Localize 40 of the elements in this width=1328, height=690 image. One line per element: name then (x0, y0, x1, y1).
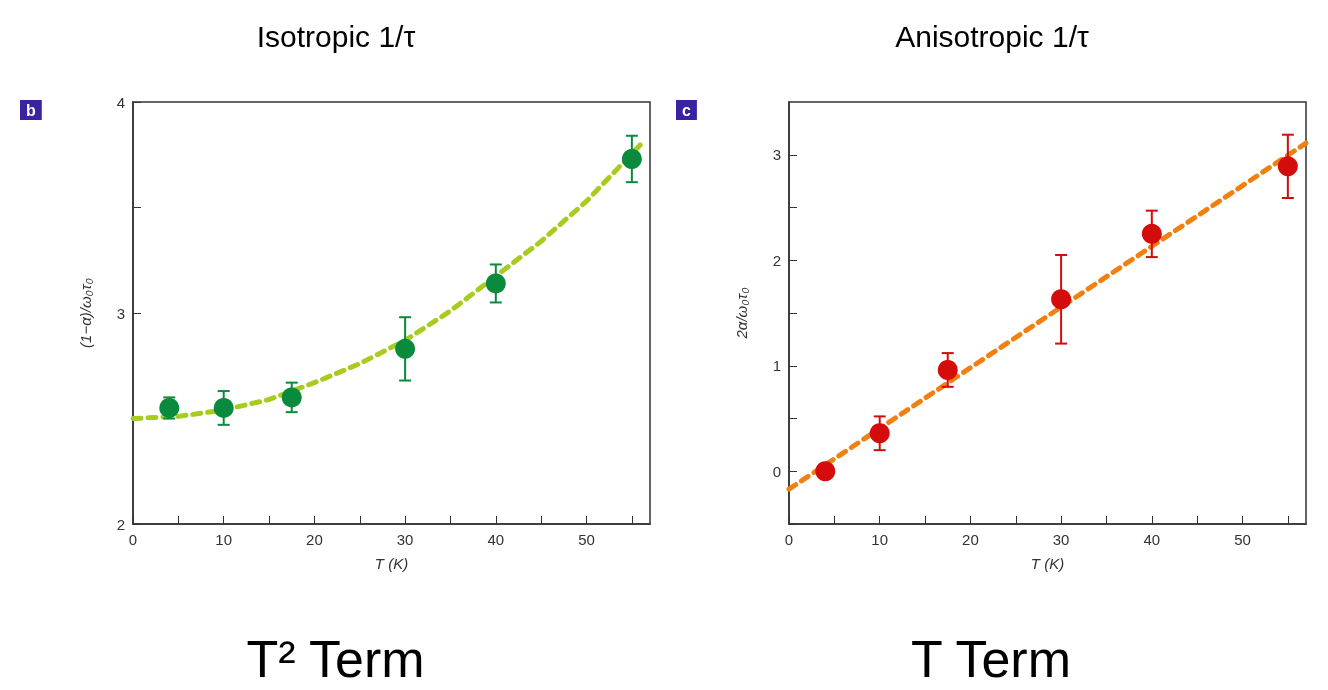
y-tick-label: 2 (116, 515, 125, 533)
point (1051, 289, 1072, 310)
x-tick-label: 30 (1052, 531, 1070, 548)
x-tick-label: 0 (128, 531, 138, 548)
y-axis-title: 2α/ω₀τ₀ (733, 287, 750, 340)
x-tick-label: 40 (487, 531, 505, 548)
x-tick-label: 50 (1234, 531, 1251, 548)
point (485, 273, 506, 294)
x-tick-label: 10 (215, 531, 233, 548)
text: T² Term (246, 630, 425, 688)
point (815, 461, 836, 482)
point (213, 397, 234, 418)
point (937, 359, 958, 380)
x-tick-label: 50 (578, 531, 595, 548)
y-tick-label: 3 (116, 304, 125, 322)
x-tick-label: 10 (871, 531, 889, 548)
x-tick-label: 30 (396, 531, 414, 548)
text: b (26, 101, 36, 119)
x-tick-label: 20 (962, 531, 979, 548)
y-tick-label: 4 (116, 93, 125, 111)
point (281, 387, 302, 408)
y-tick-label: 0 (772, 462, 781, 480)
y-tick-label: 2 (772, 251, 781, 269)
point (395, 338, 416, 359)
point (869, 423, 890, 444)
y-tick-label: 3 (772, 146, 781, 164)
point (621, 148, 642, 169)
y-tick-label: 1 (772, 357, 781, 375)
x-axis-title: T (K) (374, 555, 409, 572)
chart-title: Isotropic 1/τ (256, 19, 416, 53)
point (1141, 223, 1162, 244)
text: T Term (911, 630, 1072, 688)
x-tick-label: 40 (1143, 531, 1161, 548)
point (1277, 156, 1298, 177)
chart-title: Anisotropic 1/τ (895, 19, 1089, 53)
y-axis-title: (1−α)/ω₀τ₀ (77, 278, 94, 348)
x-axis-title: T (K) (1030, 555, 1065, 572)
text: c (682, 101, 691, 119)
x-tick-label: 20 (306, 531, 323, 548)
x-tick-label: 0 (784, 531, 794, 548)
